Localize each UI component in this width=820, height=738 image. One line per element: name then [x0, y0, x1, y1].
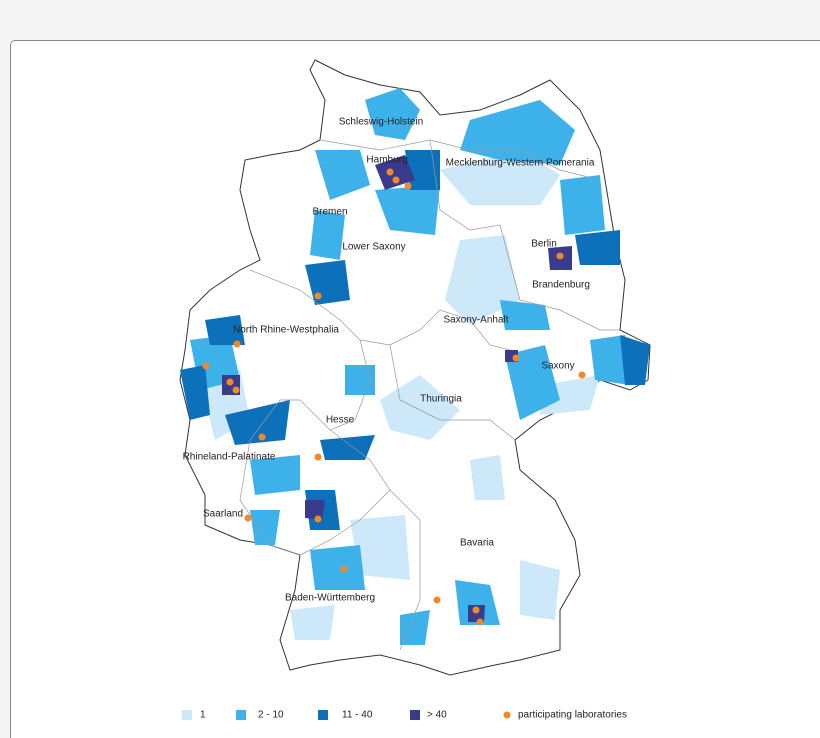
lab-marker: [202, 362, 210, 370]
district: [345, 365, 375, 395]
lab-marker: [258, 433, 266, 441]
district: [225, 400, 290, 445]
state-label: Schleswig-Holstein: [339, 117, 423, 128]
district: [520, 560, 560, 620]
legend-marker: [503, 711, 511, 719]
state-borders: [239, 139, 620, 651]
state-label: Bremen: [312, 207, 347, 218]
lab-marker: [340, 565, 348, 573]
district: [440, 150, 560, 205]
state-label: Bavaria: [460, 538, 494, 549]
lab-marker: [244, 514, 252, 522]
state-label: Berlin: [531, 239, 557, 250]
state-label: Saxony-Anhalt: [443, 315, 508, 326]
district: [250, 510, 280, 545]
legend-swatch: [318, 710, 328, 720]
state-label: Hesse: [326, 415, 355, 426]
district: [575, 230, 620, 265]
district: [620, 335, 650, 385]
district: [350, 515, 410, 580]
legend-label: 1: [200, 710, 206, 721]
district: [180, 365, 210, 420]
lab-marker: [233, 340, 241, 348]
lab-marker: [314, 292, 322, 300]
district: [365, 88, 420, 140]
legend-swatch: [410, 710, 420, 720]
legend-label: 2 - 10: [258, 710, 284, 721]
district: [560, 175, 605, 235]
lab-marker: [314, 515, 322, 523]
district: [400, 610, 430, 645]
district: [505, 345, 560, 420]
legend: 1 2 - 10 11 - 40 > 40 participating labo…: [182, 710, 627, 721]
lab-marker: [578, 371, 586, 379]
lab-marker: [556, 252, 564, 260]
state-label: Lower Saxony: [342, 242, 405, 253]
country-outline: [179, 59, 651, 676]
lab-marker: [472, 606, 480, 614]
legend-label: participating laboratories: [518, 710, 627, 721]
district: [590, 335, 630, 385]
district: [250, 455, 300, 495]
lab-marker: [232, 386, 240, 394]
district: [290, 605, 335, 640]
lab-markers: [202, 168, 586, 626]
lab-marker: [226, 378, 234, 386]
district: [500, 300, 550, 330]
legend-swatch: [236, 710, 246, 720]
district: [305, 500, 325, 520]
district: [315, 150, 370, 200]
district: [380, 375, 460, 440]
state-label: Hamburg: [366, 155, 407, 166]
lab-marker: [392, 176, 400, 184]
legend-label: 11 - 40: [342, 710, 373, 721]
lab-marker: [476, 618, 484, 626]
district: [468, 605, 485, 622]
state-label: Mecklenburg-Western Pomerania: [446, 158, 595, 169]
state-label: Rhineland-Palatinate: [183, 452, 276, 463]
district: [375, 155, 415, 190]
lab-marker: [433, 596, 441, 604]
district: [455, 580, 500, 625]
lab-marker: [314, 453, 322, 461]
legend-swatch: [182, 710, 192, 720]
district: [375, 185, 440, 235]
lab-marker: [512, 354, 520, 362]
state-label: North Rhine-Westphalia: [233, 325, 339, 336]
district: [310, 210, 345, 260]
lab-marker: [404, 182, 412, 190]
district: [205, 315, 245, 345]
legend-label: > 40: [427, 710, 447, 721]
state-labels: Schleswig-Holstein Hamburg Mecklenburg-W…: [183, 117, 595, 604]
district: [310, 545, 365, 590]
district: [460, 100, 575, 165]
state-label: Baden-Württemberg: [285, 593, 375, 604]
state-label: Thuringia: [420, 394, 462, 405]
state-label: Saarland: [203, 509, 243, 520]
district: [470, 455, 505, 500]
district-patches: [180, 88, 650, 645]
state-label: Saxony: [541, 361, 574, 372]
state-label: Brandenburg: [532, 280, 590, 291]
lab-marker: [386, 168, 394, 176]
